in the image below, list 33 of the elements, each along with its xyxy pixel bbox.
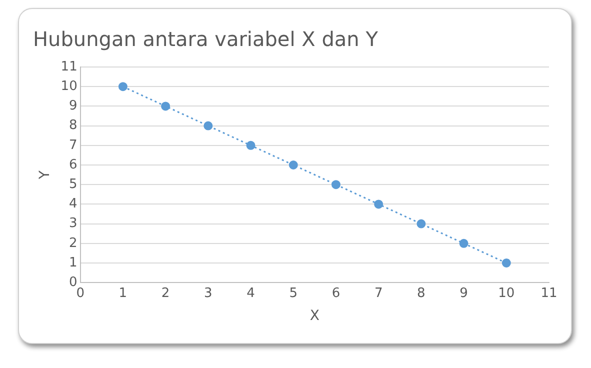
y-tick-label: 1 [69, 255, 78, 270]
point [331, 180, 340, 190]
point [161, 102, 170, 111]
x-tick-label: 1 [118, 286, 128, 301]
y-tick-label: 6 [69, 157, 78, 172]
y-tick-label: 9 [69, 98, 78, 114]
point [246, 140, 256, 150]
x-tick-label: 2 [161, 286, 170, 301]
y-tick-label: 8 [69, 118, 78, 134]
y-tick-label: 11 [60, 59, 78, 74]
x-tick-label: 10 [498, 286, 515, 301]
y-tick-label: 10 [60, 78, 78, 94]
x-tick-label: 9 [460, 286, 468, 301]
x-tick-label: 7 [374, 286, 383, 301]
point [502, 258, 511, 268]
x-tick-label: 3 [204, 286, 212, 301]
point [459, 238, 468, 248]
y-tick-label: 5 [69, 176, 78, 192]
x-tick-label: 8 [417, 286, 426, 301]
point [374, 200, 384, 209]
y-tick-label: 0 [69, 274, 78, 290]
y-axis-title: Y [37, 170, 54, 180]
x-tick-label: 5 [289, 286, 298, 301]
x-tick-label: 11 [540, 286, 558, 301]
chart-title: Hubungan antara variabel X dan Y [33, 27, 379, 52]
y-tick-label: 2 [69, 236, 78, 251]
x-axis-title: X [310, 308, 320, 324]
x-tick-label: 4 [246, 286, 255, 301]
y-tick-label: 7 [69, 138, 78, 153]
point [118, 82, 128, 92]
y-tick-label: 3 [69, 216, 78, 232]
y-tick-label: 4 [69, 196, 78, 212]
x-tick-label: 6 [332, 286, 340, 301]
